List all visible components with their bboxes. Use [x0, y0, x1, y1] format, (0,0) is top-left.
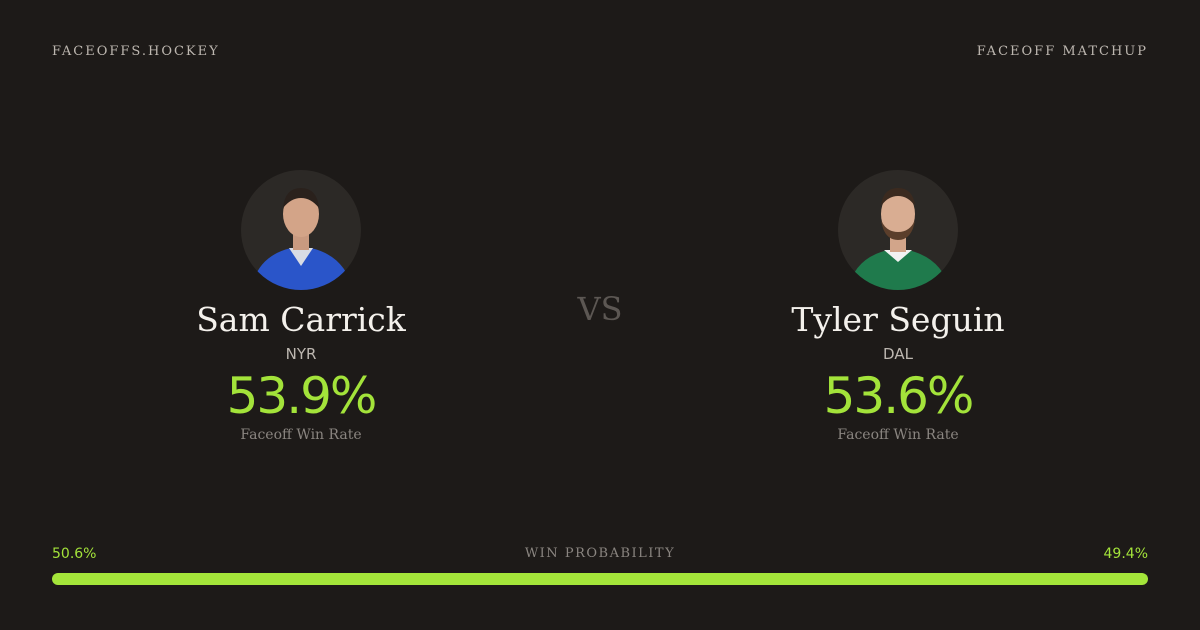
- win-rate: 53.6%: [823, 367, 975, 425]
- probability-bar: [52, 573, 1148, 585]
- player-photo: [241, 170, 361, 290]
- win-rate: 53.9%: [226, 367, 378, 425]
- player-name: Sam Carrick: [196, 300, 406, 339]
- player-team: NYR: [285, 345, 317, 363]
- player-card: Tyler Seguin DAL 53.6% Faceoff Win Rate: [698, 170, 1098, 443]
- page-label: FACEOFF MATCHUP: [976, 44, 1148, 59]
- win-rate-label: Faceoff Win Rate: [837, 427, 959, 443]
- player-name: Tyler Seguin: [791, 300, 1005, 339]
- vs-label: VS: [577, 290, 623, 328]
- player-card: Sam Carrick NYR 53.9% Faceoff Win Rate: [101, 170, 501, 443]
- player-team: DAL: [883, 345, 913, 363]
- right-probability: 49.4%: [1103, 546, 1148, 562]
- win-rate-label: Faceoff Win Rate: [240, 427, 362, 443]
- left-probability: 50.6%: [52, 546, 97, 562]
- brand: FACEOFFS.HOCKEY: [52, 44, 220, 59]
- player-photo: [838, 170, 958, 290]
- probability-label: WIN PROBABILITY: [524, 546, 676, 561]
